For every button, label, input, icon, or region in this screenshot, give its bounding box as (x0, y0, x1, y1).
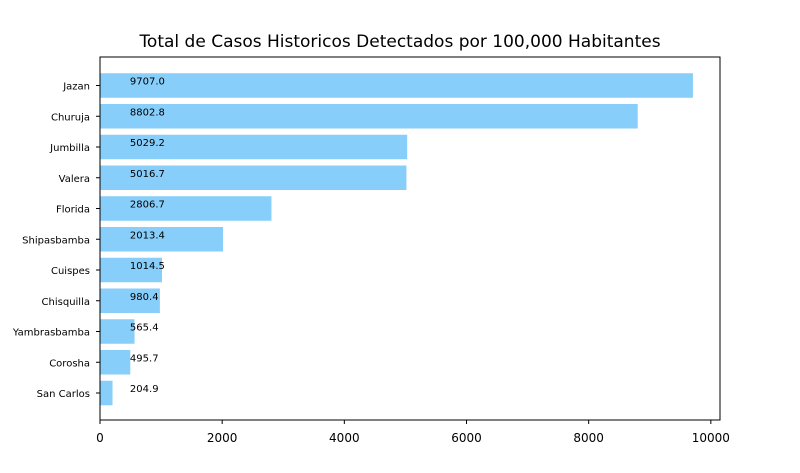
x-tick-label: 8000 (573, 431, 604, 445)
x-axis: 0 2000 4000 6000 8000 10000 (96, 420, 730, 445)
data-label: 565.4 (130, 323, 159, 334)
bar-san-carlos (100, 380, 113, 406)
x-tick-label: 10000 (692, 431, 730, 445)
bar-florida (100, 196, 272, 221)
x-tick-label: 2000 (207, 431, 238, 445)
bars-group (100, 73, 693, 406)
y-tick-label: Chisquilla (42, 297, 90, 308)
x-tick-label: 0 (96, 431, 104, 445)
data-label: 2013.4 (130, 230, 165, 241)
bar-corosha (100, 350, 131, 375)
bar-shipasbamba (100, 227, 223, 252)
bar-jazan (100, 73, 693, 98)
chart-title: Total de Casos Historicos Detectados por… (138, 32, 660, 52)
bar-cuispes (100, 257, 162, 283)
data-label: 2806.7 (130, 200, 165, 211)
data-label: 1014.5 (130, 261, 165, 272)
data-label: 8802.8 (130, 107, 165, 118)
y-tick-label: Corosha (49, 358, 90, 369)
y-tick-label: San Carlos (37, 389, 90, 400)
y-tick-label: Churuja (51, 112, 90, 123)
y-tick-label: Jazan (62, 82, 90, 93)
bar-chisquilla (100, 288, 160, 313)
x-tick-label: 4000 (329, 431, 360, 445)
plot-frame (99, 56, 721, 421)
y-tick-label: Florida (56, 205, 90, 216)
y-axis: Jazan Churuja Jumbilla Valera Florida Shipasb… (12, 82, 100, 400)
bar-churuja (100, 104, 638, 129)
y-tick-label: Yambrasbamba (12, 328, 90, 339)
data-label: 495.7 (130, 353, 159, 364)
y-tick-label: Valera (59, 174, 90, 185)
bar-valera (100, 165, 407, 190)
data-labels-group: 9707.0 8802.8 5029.2 5016.7 2806.7 2013.4 1014… (130, 77, 165, 396)
data-label: 204.9 (130, 384, 159, 395)
data-label: 5029.2 (130, 138, 165, 149)
y-tick-label: Shipasbamba (22, 235, 90, 246)
data-label: 9707.0 (130, 77, 165, 88)
bar-yambrasbamba (100, 319, 135, 344)
bar-jumbilla (100, 134, 408, 160)
x-tick-label: 6000 (451, 431, 482, 445)
y-tick-label: Cuispes (51, 266, 90, 277)
data-label: 5016.7 (130, 169, 165, 180)
data-label: 980.4 (130, 292, 159, 303)
y-tick-label: Jumbilla (49, 143, 90, 154)
